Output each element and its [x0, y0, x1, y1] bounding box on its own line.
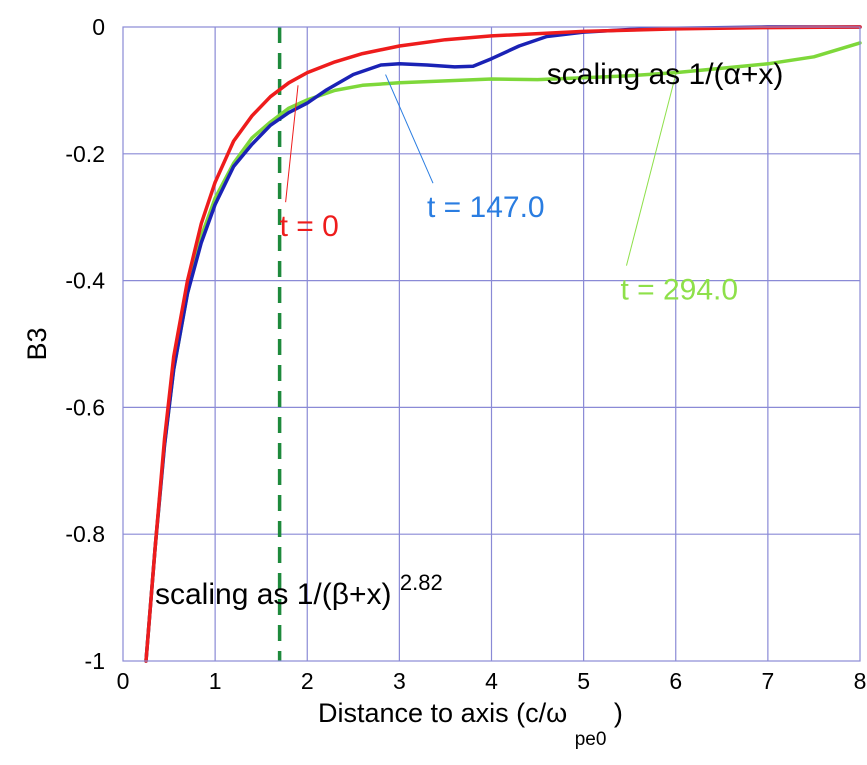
- x-tick-label: 0: [117, 668, 130, 694]
- series-lines: [144, 25, 862, 663]
- y-tick-label: 0: [92, 14, 105, 40]
- x-tick-label: 8: [854, 668, 867, 694]
- series-line: [144, 25, 862, 663]
- plot-frame: [122, 26, 861, 662]
- y-tick-labels: 0 -0.2 -0.4 -0.6 -0.8 -1: [65, 14, 105, 674]
- x-tick-label: 1: [209, 668, 222, 694]
- annotation-leader-line: [285, 85, 299, 203]
- x-tick-label: 2: [301, 668, 314, 694]
- y-tick-label: -0.6: [65, 394, 105, 420]
- x-tick-label: 6: [669, 668, 682, 694]
- annotation-label: scaling as 1/(α+x): [547, 58, 784, 91]
- x-tick-label: 4: [485, 668, 498, 694]
- x-axis-title-close: ): [614, 698, 623, 728]
- scaling-annotation-bottom-text: scaling as 1/(β+x): [155, 578, 392, 611]
- scaling-annotation-bottom: scaling as 1/(β+x) 2.82: [155, 570, 443, 611]
- annotation-leader-line: [625, 74, 677, 266]
- x-tick-label: 3: [393, 668, 406, 694]
- scaling-annotation-bottom-exponent: 2.82: [400, 570, 443, 595]
- x-tick-label: 7: [761, 668, 774, 694]
- y-tick-label: -0.4: [65, 268, 105, 294]
- annotation-leader-line: [385, 74, 434, 184]
- y-axis-title: B3: [22, 327, 52, 360]
- annotation-label: t = 147.0: [427, 191, 545, 224]
- x-tick-label: 5: [577, 668, 590, 694]
- x-tick-labels: 0 1 2 3 4 5 6 7 8: [117, 668, 867, 694]
- x-axis-title-subscript: pe0: [575, 729, 607, 750]
- y-tick-label: -1: [85, 648, 105, 674]
- annotation-label: t = 0: [280, 210, 339, 243]
- annotation-label: t = 294.0: [620, 274, 738, 307]
- x-axis-title-main: Distance to axis (c/ω: [318, 698, 567, 728]
- annotations: t = 0 t = 147.0 t = 294.0 scaling as 1/(α+x…: [280, 58, 784, 307]
- x-axis-title: Distance to axis (c/ω pe0 ): [318, 698, 623, 751]
- y-tick-label: -0.2: [65, 141, 105, 167]
- y-tick-label: -0.8: [65, 521, 105, 547]
